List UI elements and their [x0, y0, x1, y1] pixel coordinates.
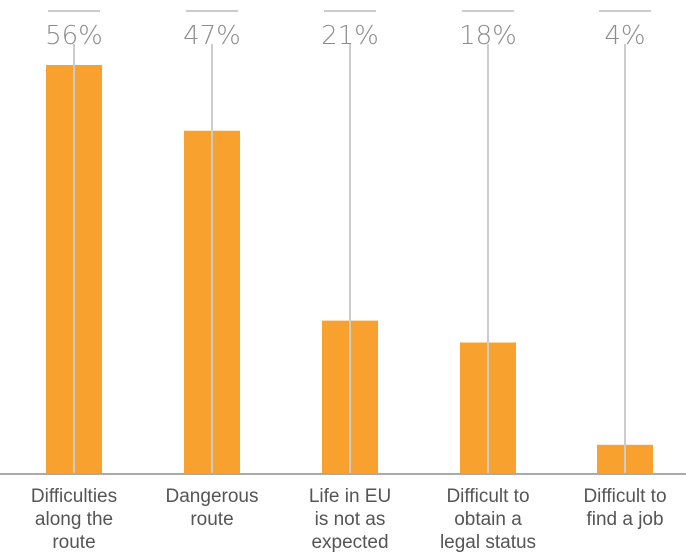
- value-label: 47%: [183, 21, 241, 51]
- value-label: 56%: [45, 21, 103, 51]
- value-label: 18%: [459, 21, 517, 51]
- category-label: obtain a: [454, 509, 522, 530]
- category-label: Dangerous: [166, 486, 259, 507]
- category-label: along the: [35, 509, 113, 530]
- category-label: Difficult to: [446, 486, 529, 507]
- category-label: Difficult to: [583, 486, 666, 507]
- value-label: 4%: [604, 21, 645, 51]
- category-label: Life in EU: [309, 486, 391, 507]
- value-label: 21%: [321, 21, 379, 51]
- category-label: expected: [311, 532, 388, 553]
- category-label: route: [52, 532, 95, 553]
- category-label: route: [190, 509, 233, 530]
- category-label: legal status: [440, 532, 536, 553]
- category-label: is not as: [315, 509, 386, 530]
- category-label: Difficulties: [31, 486, 117, 507]
- category-label: find a job: [586, 509, 663, 530]
